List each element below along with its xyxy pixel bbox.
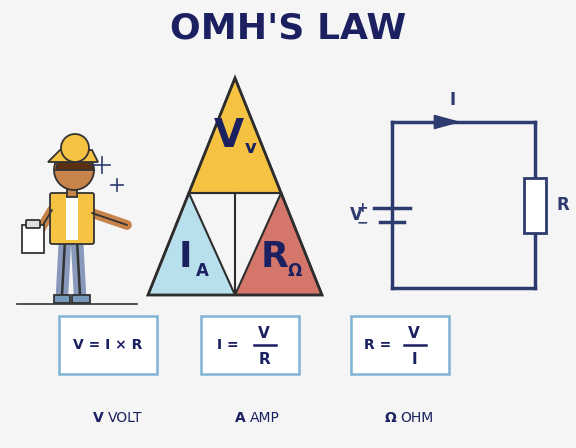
- FancyBboxPatch shape: [50, 193, 94, 244]
- Text: V: V: [214, 116, 244, 155]
- Text: R: R: [260, 240, 289, 274]
- Polygon shape: [56, 148, 94, 170]
- Text: +: +: [357, 201, 368, 215]
- Text: R =: R =: [365, 338, 392, 352]
- Polygon shape: [54, 295, 70, 303]
- Text: V: V: [258, 326, 270, 340]
- Text: A: A: [196, 262, 209, 280]
- Text: Ω: Ω: [287, 262, 301, 280]
- FancyBboxPatch shape: [66, 197, 78, 240]
- Polygon shape: [434, 116, 458, 129]
- Polygon shape: [189, 78, 281, 193]
- Text: −: −: [357, 215, 368, 229]
- FancyBboxPatch shape: [201, 316, 299, 374]
- FancyBboxPatch shape: [22, 225, 44, 253]
- FancyBboxPatch shape: [351, 316, 449, 374]
- Circle shape: [54, 150, 94, 190]
- Text: A: A: [235, 411, 246, 425]
- Text: R: R: [556, 196, 569, 214]
- FancyBboxPatch shape: [524, 177, 546, 233]
- Text: Ω: Ω: [384, 411, 396, 425]
- Text: I: I: [411, 352, 417, 366]
- Text: OHM: OHM: [400, 411, 433, 425]
- Text: I: I: [449, 91, 456, 109]
- Polygon shape: [72, 295, 90, 303]
- Text: I: I: [179, 240, 192, 274]
- Polygon shape: [235, 193, 322, 295]
- FancyBboxPatch shape: [26, 220, 40, 228]
- Text: V: V: [408, 326, 420, 340]
- Polygon shape: [48, 150, 98, 162]
- Text: V: V: [350, 206, 362, 224]
- Circle shape: [61, 134, 89, 162]
- Text: OMH'S LAW: OMH'S LAW: [170, 11, 406, 45]
- FancyBboxPatch shape: [67, 183, 77, 197]
- Polygon shape: [148, 193, 235, 295]
- Text: V = I × R: V = I × R: [73, 338, 143, 352]
- Text: V: V: [93, 411, 104, 425]
- Text: AMP: AMP: [250, 411, 280, 425]
- Text: VOLT: VOLT: [108, 411, 142, 425]
- FancyBboxPatch shape: [59, 316, 157, 374]
- Text: I =: I =: [217, 338, 239, 352]
- Text: R: R: [258, 352, 270, 366]
- Text: v: v: [245, 138, 257, 156]
